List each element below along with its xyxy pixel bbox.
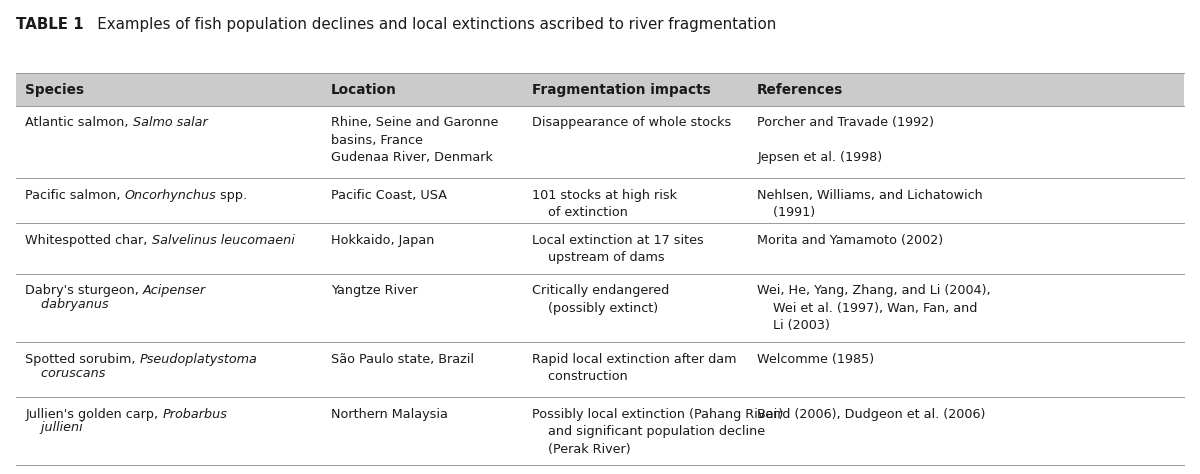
- Text: Probarbus: Probarbus: [162, 408, 227, 420]
- Text: Critically endangered
    (possibly extinct): Critically endangered (possibly extinct): [532, 284, 668, 315]
- Text: Salmo salar: Salmo salar: [133, 116, 208, 129]
- Text: Wei, He, Yang, Zhang, and Li (2004),
    Wei et al. (1997), Wan, Fan, and
    Li: Wei, He, Yang, Zhang, and Li (2004), Wei…: [757, 284, 991, 332]
- Text: Hokkaido, Japan: Hokkaido, Japan: [331, 234, 434, 246]
- Text: Examples of fish population declines and local extinctions ascribed to river fra: Examples of fish population declines and…: [83, 17, 776, 32]
- Text: Pacific Coast, USA: Pacific Coast, USA: [331, 189, 448, 201]
- Text: coruscans: coruscans: [25, 366, 106, 380]
- Bar: [16, 73, 1184, 106]
- Text: Fragmentation impacts: Fragmentation impacts: [532, 82, 710, 97]
- Text: Spotted sorubim,: Spotted sorubim,: [25, 353, 139, 366]
- Text: Disappearance of whole stocks: Disappearance of whole stocks: [532, 116, 731, 129]
- Text: Whitespotted char,: Whitespotted char,: [25, 234, 151, 246]
- Text: Rhine, Seine and Garonne
basins, France
Gudenaa River, Denmark: Rhine, Seine and Garonne basins, France …: [331, 116, 498, 164]
- Text: Morita and Yamamoto (2002): Morita and Yamamoto (2002): [757, 234, 943, 246]
- Text: dabryanus: dabryanus: [25, 298, 109, 311]
- Text: Welcomme (1985): Welcomme (1985): [757, 353, 875, 366]
- Text: Northern Malaysia: Northern Malaysia: [331, 408, 448, 420]
- Text: Jullien's golden carp,: Jullien's golden carp,: [25, 408, 162, 420]
- Text: Yangtze River: Yangtze River: [331, 284, 418, 297]
- Text: Oncorhynchus: Oncorhynchus: [125, 189, 216, 201]
- Text: Baird (2006), Dudgeon et al. (2006): Baird (2006), Dudgeon et al. (2006): [757, 408, 985, 420]
- Text: Pacific salmon,: Pacific salmon,: [25, 189, 125, 201]
- Text: Local extinction at 17 sites
    upstream of dams: Local extinction at 17 sites upstream of…: [532, 234, 703, 264]
- Text: TABLE 1: TABLE 1: [16, 17, 83, 32]
- Text: TABLE 1   Examples of fish population declines and local extinctions ascribed to: TABLE 1 Examples of fish population decl…: [16, 17, 770, 32]
- Text: Acipenser: Acipenser: [143, 284, 206, 297]
- Text: Possibly local extinction (Pahang River)
    and significant population decline
: Possibly local extinction (Pahang River)…: [532, 408, 782, 456]
- Text: São Paulo state, Brazil: São Paulo state, Brazil: [331, 353, 474, 366]
- Text: 101 stocks at high risk
    of extinction: 101 stocks at high risk of extinction: [532, 189, 677, 219]
- Text: Pseudoplatystoma: Pseudoplatystoma: [139, 353, 258, 366]
- Text: Dabry's sturgeon,: Dabry's sturgeon,: [25, 284, 143, 297]
- Text: Porcher and Travade (1992)

Jepsen et al. (1998): Porcher and Travade (1992) Jepsen et al.…: [757, 116, 935, 164]
- Text: Location: Location: [331, 82, 397, 97]
- Text: jullieni: jullieni: [25, 421, 83, 434]
- Text: Species: Species: [25, 82, 84, 97]
- Text: Atlantic salmon,: Atlantic salmon,: [25, 116, 133, 129]
- Text: References: References: [757, 82, 844, 97]
- Text: Nehlsen, Williams, and Lichatowich
    (1991): Nehlsen, Williams, and Lichatowich (1991…: [757, 189, 983, 219]
- Text: spp.: spp.: [216, 189, 247, 201]
- Text: Rapid local extinction after dam
    construction: Rapid local extinction after dam constru…: [532, 353, 736, 383]
- Text: Salvelinus leucomaeni: Salvelinus leucomaeni: [151, 234, 294, 246]
